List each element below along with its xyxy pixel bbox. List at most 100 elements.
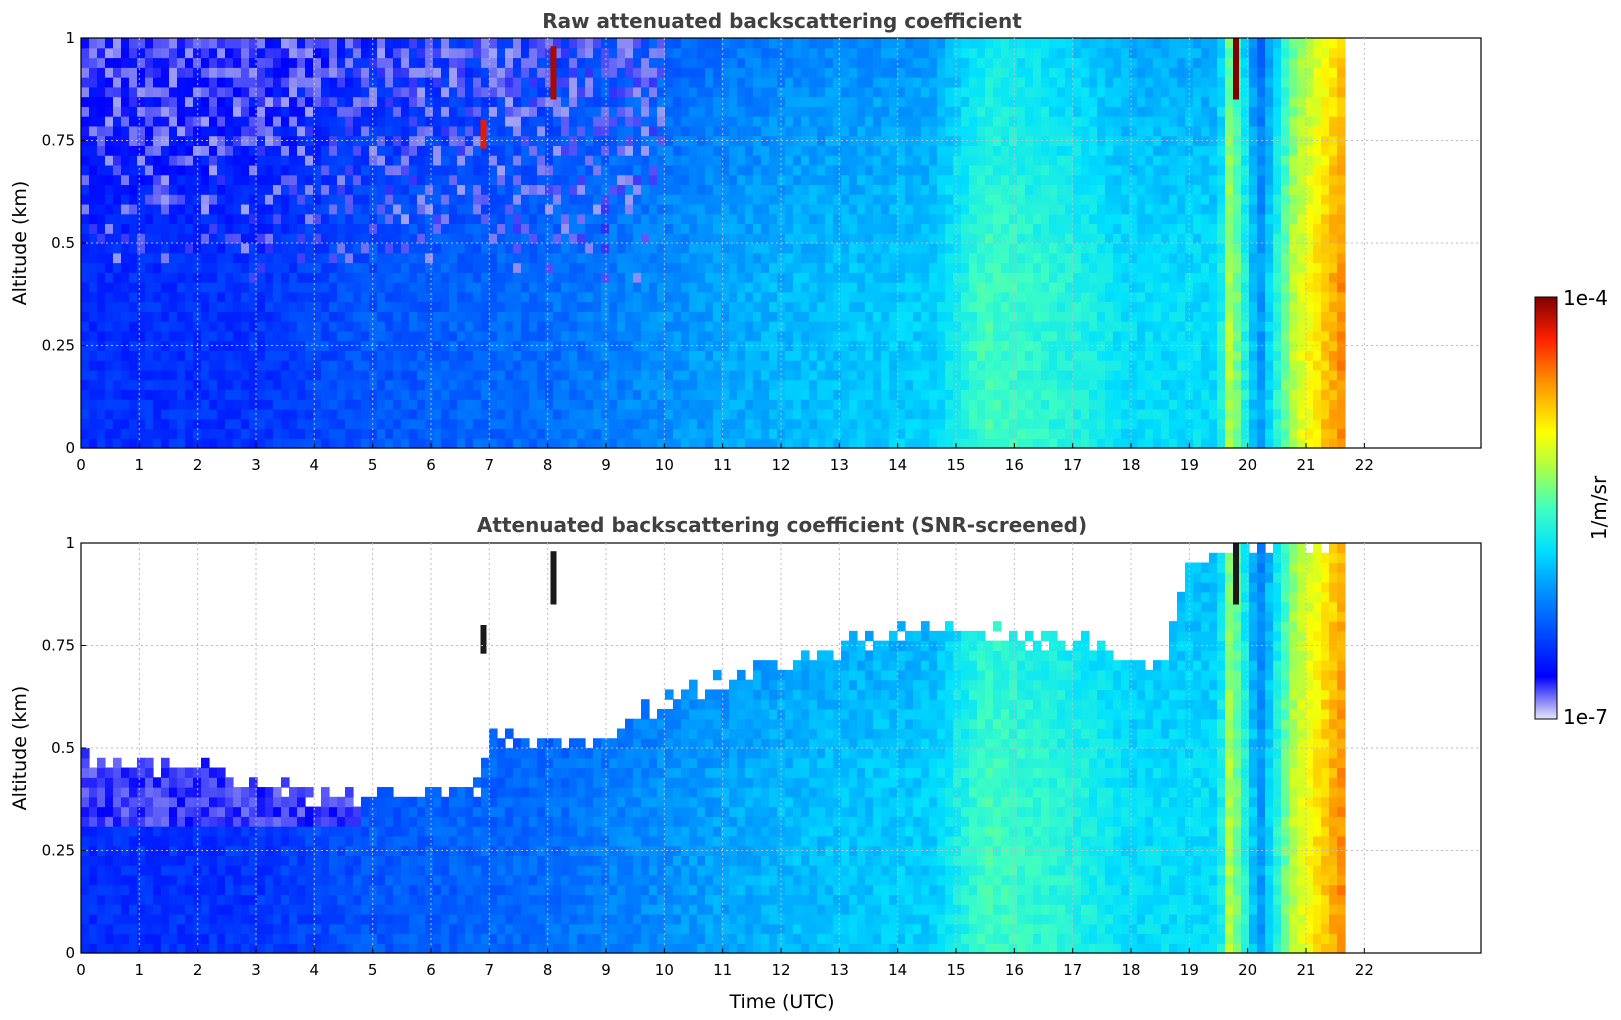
heatmap-cell [257,145,266,156]
heatmap-cell [689,262,698,273]
heatmap-cell [409,233,418,244]
heatmap-cell [601,360,610,371]
heatmap-cell [833,408,842,420]
heatmap-cell [705,223,714,234]
heatmap-cell [473,408,482,420]
heatmap-cell [169,155,178,166]
heatmap-cell [361,57,370,68]
heatmap-cell [233,389,242,400]
heatmap-cell [569,135,578,146]
heatmap-cell [833,223,842,234]
heatmap-cell [457,389,466,400]
heatmap-cell [737,164,746,176]
heatmap-cell [921,125,930,137]
heatmap-cell [241,330,250,342]
heatmap-cell [369,135,378,146]
heatmap-cell [209,174,218,186]
heatmap-cell [825,243,834,254]
heatmap-cell [529,174,538,186]
heatmap-cell [321,96,330,107]
heatmap-cell [329,379,338,391]
heatmap-cell [289,96,298,107]
heatmap-cell [513,106,522,117]
heatmap-cell [385,301,394,312]
heatmap-cell [385,194,394,205]
heatmap-cell [577,145,586,156]
heatmap-cell [193,360,202,371]
heatmap-cell [465,418,474,430]
heatmap-cell [553,77,562,88]
heatmap-cell [953,223,962,234]
heatmap-cell [993,360,1002,371]
heatmap-cell [393,184,402,195]
heatmap-cell [433,350,442,361]
heatmap-cell [249,223,258,234]
heatmap-cell [753,155,762,166]
heatmap-cell [753,369,762,381]
heatmap-cell [337,155,346,166]
heatmap-cell [129,38,138,49]
heatmap-cell [1025,330,1034,342]
heatmap-cell [489,321,498,332]
heatmap-cell [857,321,866,332]
heatmap-cell [457,106,466,117]
heatmap-cell [593,116,602,127]
heatmap-cell [161,252,170,264]
heatmap-cell [217,194,226,205]
heatmap-cell [657,399,666,410]
heatmap-cell [337,418,346,430]
heatmap-cell [553,194,562,205]
heatmap-cell [1001,67,1010,78]
heatmap-cell [825,194,834,205]
heatmap-cell [353,252,362,264]
heatmap-cell [361,438,370,449]
heatmap-cell [641,330,650,342]
heatmap-cell [409,301,418,312]
heatmap-cell [441,340,450,351]
heatmap-cell [169,86,178,98]
heatmap-cell [81,360,90,371]
heatmap-cell [601,38,610,49]
heatmap-cell [745,282,754,293]
heatmap-cell [393,311,402,322]
heatmap-cell [993,321,1002,332]
heatmap-cell [585,291,594,303]
heatmap-cell [601,291,610,303]
heatmap-cell [753,399,762,410]
heatmap-cell [353,96,362,107]
heatmap-cell [841,145,850,156]
heatmap-cell [297,301,306,312]
heatmap-cell [601,135,610,146]
heatmap-cell [345,262,354,273]
heatmap-cell [89,155,98,166]
heatmap-cell [905,125,914,137]
heatmap-cell [769,135,778,146]
heatmap-cell [969,243,978,254]
heatmap-cell [849,164,858,176]
heatmap-cell [801,164,810,176]
heatmap-cell [905,155,914,166]
heatmap-cell [545,194,554,205]
heatmap-cell [721,243,730,254]
heatmap-cell [321,243,330,254]
heatmap-cell [921,252,930,264]
heatmap-cell [489,106,498,117]
heatmap-cell [473,330,482,342]
heatmap-cell [489,282,498,293]
heatmap-cell [801,47,810,59]
heatmap-cell [609,194,618,205]
heatmap-cell [361,418,370,430]
heatmap-cell [761,96,770,107]
heatmap-cell [169,272,178,283]
heatmap-cell [185,38,194,49]
heatmap-cell [641,438,650,449]
heatmap-cell [201,106,210,117]
heatmap-cell [833,418,842,430]
heatmap-cell [665,243,674,254]
heatmap-cell [225,252,234,264]
heatmap-cell [713,125,722,137]
heatmap-cell [225,164,234,176]
heatmap-cell [193,311,202,322]
heatmap-cell [929,350,938,361]
heatmap-cell [713,155,722,166]
